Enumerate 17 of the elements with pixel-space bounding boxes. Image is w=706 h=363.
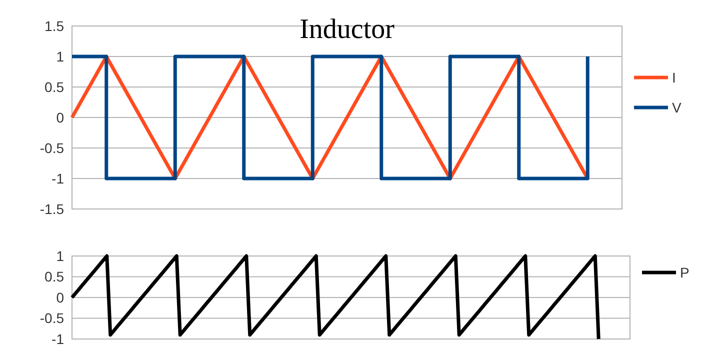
y-tick-label: -0.5 — [40, 310, 64, 326]
y-tick-label: 0.5 — [44, 78, 64, 95]
y-tick-label: -0.5 — [40, 140, 64, 156]
legend-label: V — [672, 99, 682, 116]
y-tick-label: 1 — [56, 48, 64, 64]
y-tick-label: 1.5 — [44, 18, 64, 34]
y-tick-label: 1 — [56, 248, 64, 264]
y-tick-label: 0 — [56, 289, 64, 306]
y-tick-label: 0 — [56, 109, 64, 126]
y-tick-label: -1.5 — [40, 200, 64, 217]
chart-title: Inductor — [300, 14, 396, 45]
y-tick-label: 0.5 — [44, 268, 64, 285]
line-series — [70, 254, 600, 341]
legend-label: P — [680, 264, 690, 280]
y-tick-label: -1 — [52, 330, 64, 347]
y-tick-label: -1 — [52, 170, 64, 186]
legend-label: I — [672, 69, 676, 86]
